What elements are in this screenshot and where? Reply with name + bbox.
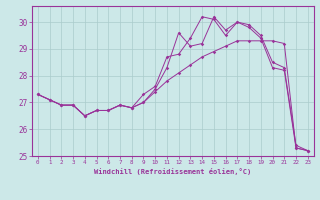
X-axis label: Windchill (Refroidissement éolien,°C): Windchill (Refroidissement éolien,°C)	[94, 168, 252, 175]
